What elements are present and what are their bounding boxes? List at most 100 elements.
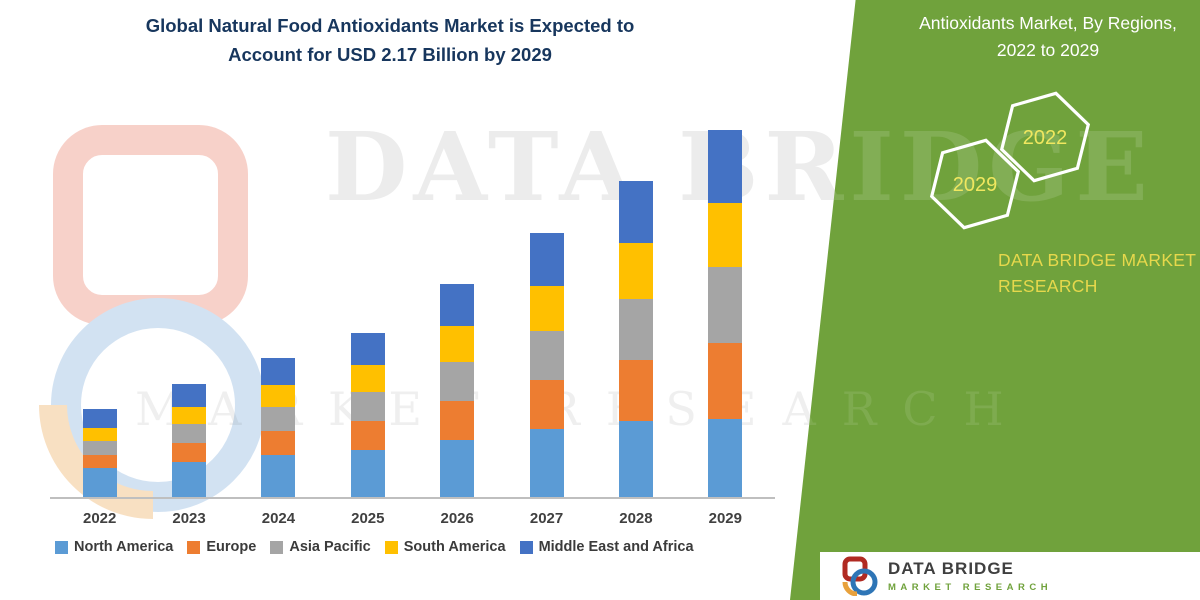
bar-column: 2027 [502,125,591,527]
stacked-bar-2026 [440,283,475,497]
legend-item: North America [55,539,173,555]
bar-segment [350,449,385,497]
bar-segment [172,424,207,443]
stacked-bar-chart: 2022 2023 2024 2025 2026 2027 2028 2029 North A… [50,125,775,555]
footer-brand-name: DATA BRIDGE [888,559,1014,578]
stacked-bar-2022 [82,409,117,497]
bar-segment [172,461,207,497]
footer-brand-box: DATA BRIDGE MARKET RESEARCH [820,552,1200,600]
hexagon-year-2029: 2029 [953,174,998,196]
bar-segment [350,333,385,366]
page-title: Global Natural Food Antioxidants Market … [65,12,715,69]
hexagon-2029-icon [929,138,1021,230]
bar-segment [82,427,117,442]
bar-segment [350,365,385,393]
stacked-bar-2024 [261,358,296,497]
bar-segment [618,299,653,361]
footer-text: DATA BRIDGE MARKET RESEARCH [888,559,1052,593]
bar-segment [350,421,385,450]
legend-swatch-icon [270,540,284,554]
bar-column: 2024 [234,125,323,527]
legend: North America Europe Asia Pacific South Ame… [55,539,694,555]
bar-segment [350,392,385,422]
bar-segment [172,407,207,425]
bar-segment [618,420,653,497]
legend-swatch-icon [55,540,68,554]
x-axis-label: 2022 [83,510,117,527]
x-axis-label: 2029 [708,510,742,527]
bar-segment [708,419,743,497]
bar-segment [708,130,743,203]
bar-column: 2028 [591,125,680,527]
x-axis-label: 2026 [440,510,474,527]
x-axis-label: 2028 [619,510,653,527]
bar-column: 2023 [144,125,233,527]
bar-segment [440,283,475,327]
bar-segment [82,441,117,455]
bar-column: 2022 [55,125,144,527]
bar-segment [261,358,296,386]
bar-segment [261,385,296,408]
bar-segment [618,243,653,300]
bar-segment [529,380,564,430]
x-axis-label: 2024 [261,510,296,527]
bar-segment [440,439,475,497]
stacked-bar-2028 [618,180,653,497]
legend-label: Asia Pacific [289,539,371,555]
year-hexagons: 2029 2022 [929,91,1091,230]
bar-segment [708,202,743,268]
bar-segment [82,454,117,469]
bar-column: 2029 [681,125,770,527]
legend-item: Asia Pacific [270,539,371,555]
legend-label: North America [74,539,174,555]
bars: 2022 2023 2024 2025 2026 2027 2028 2029 [55,125,770,527]
watermark-ghost-sub: MARKET RESEARCH [135,382,1030,436]
databridge-logo-icon [842,556,878,596]
hexagon-2022-icon [999,91,1091,183]
bar-segment [529,233,564,286]
page-title-line1: Global Natural Food Antioxidants Market … [145,15,635,36]
page-title-line2: Account for USD 2.17 Billion by 2029 [228,43,552,65]
legend-swatch-icon [384,540,398,554]
stacked-bar-2023 [172,383,207,497]
bar-segment [529,429,564,497]
bar-segment [440,400,475,440]
panel-brand-text: DATA BRIDGE MARKET RESEARCH [998,250,1196,297]
hexagon-year-2022: 2022 [1023,127,1068,149]
bar-segment [440,326,475,362]
bar-segment [82,409,117,428]
stacked-bar-2025 [350,333,385,497]
bar-segment [529,285,564,332]
bar-segment [618,180,653,244]
legend-item: Middle East and Africa [519,539,694,555]
bar-segment [172,383,207,408]
bar-segment [82,468,117,497]
bar-segment [440,361,475,401]
bar-segment [261,454,296,497]
legend-label: South America [403,539,506,555]
x-axis-label: 2025 [351,510,385,527]
x-axis-line [50,497,775,499]
bar-segment [618,360,653,421]
panel-heading: Antioxidants Market, By Regions, 2022 to… [919,13,1177,61]
legend-swatch-icon [519,540,533,554]
legend-swatch-icon [187,540,201,554]
bar-segment [261,431,296,455]
legend-item: South America [384,539,506,555]
stacked-bar-2027 [529,233,564,497]
footer-brand-sub: MARKET RESEARCH [888,582,1053,593]
x-axis-label: 2023 [172,510,206,527]
side-panel: DATA BRIDGE MARKET RESEARCH Antioxidants… [790,0,1200,600]
legend-label: Middle East and Africa [538,539,694,555]
bar-segment [261,407,296,432]
legend-label: Europe [206,539,257,555]
bar-segment [529,331,564,381]
bar-column: 2026 [413,125,502,527]
bar-column: 2025 [323,125,412,527]
bar-segment [708,343,743,420]
bar-segment [708,267,743,344]
stacked-bar-2029 [708,130,743,497]
legend-item: Europe [187,539,256,555]
x-axis-label: 2027 [529,510,564,527]
